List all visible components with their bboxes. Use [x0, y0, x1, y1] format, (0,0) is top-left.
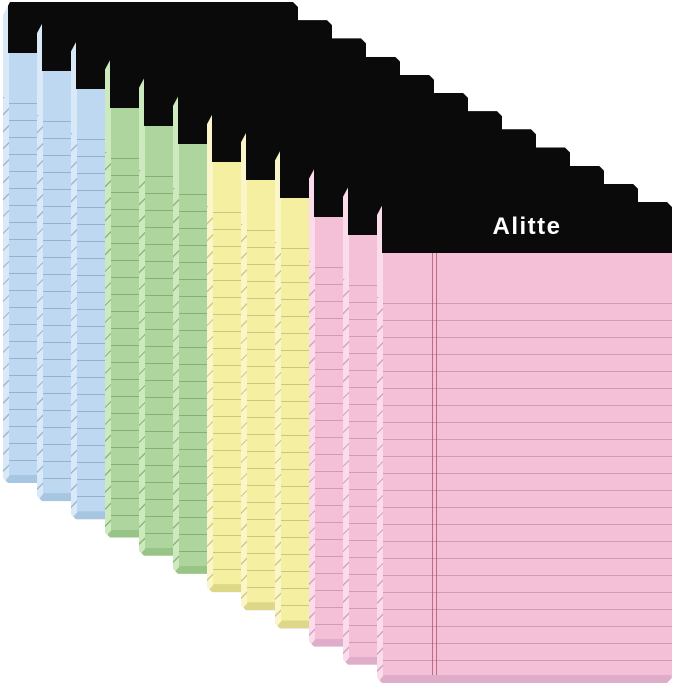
page-edge-bevel — [377, 253, 383, 683]
bottom-page-edge — [377, 675, 672, 683]
page-edge-bevel — [37, 71, 43, 501]
binding-strip — [382, 202, 672, 253]
page-edge-bevel — [105, 108, 111, 538]
page-edge-bevel — [275, 198, 281, 628]
page-edge-bevel — [71, 89, 77, 519]
page-edge-bevel — [3, 53, 9, 483]
page-edge-bevel — [241, 180, 247, 610]
page-edge-bevel — [173, 144, 179, 574]
ruled-lines — [383, 303, 672, 675]
paper-face — [377, 253, 672, 683]
page-edge-bevel — [139, 126, 145, 556]
brand-logo: Alitte — [492, 213, 562, 241]
margin-line — [432, 253, 437, 675]
page-edge-bevel — [207, 162, 213, 592]
page-edge-bevel — [309, 217, 315, 647]
notepad-pink-12: Alitte — [377, 202, 672, 683]
page-edge-bevel — [343, 235, 349, 665]
